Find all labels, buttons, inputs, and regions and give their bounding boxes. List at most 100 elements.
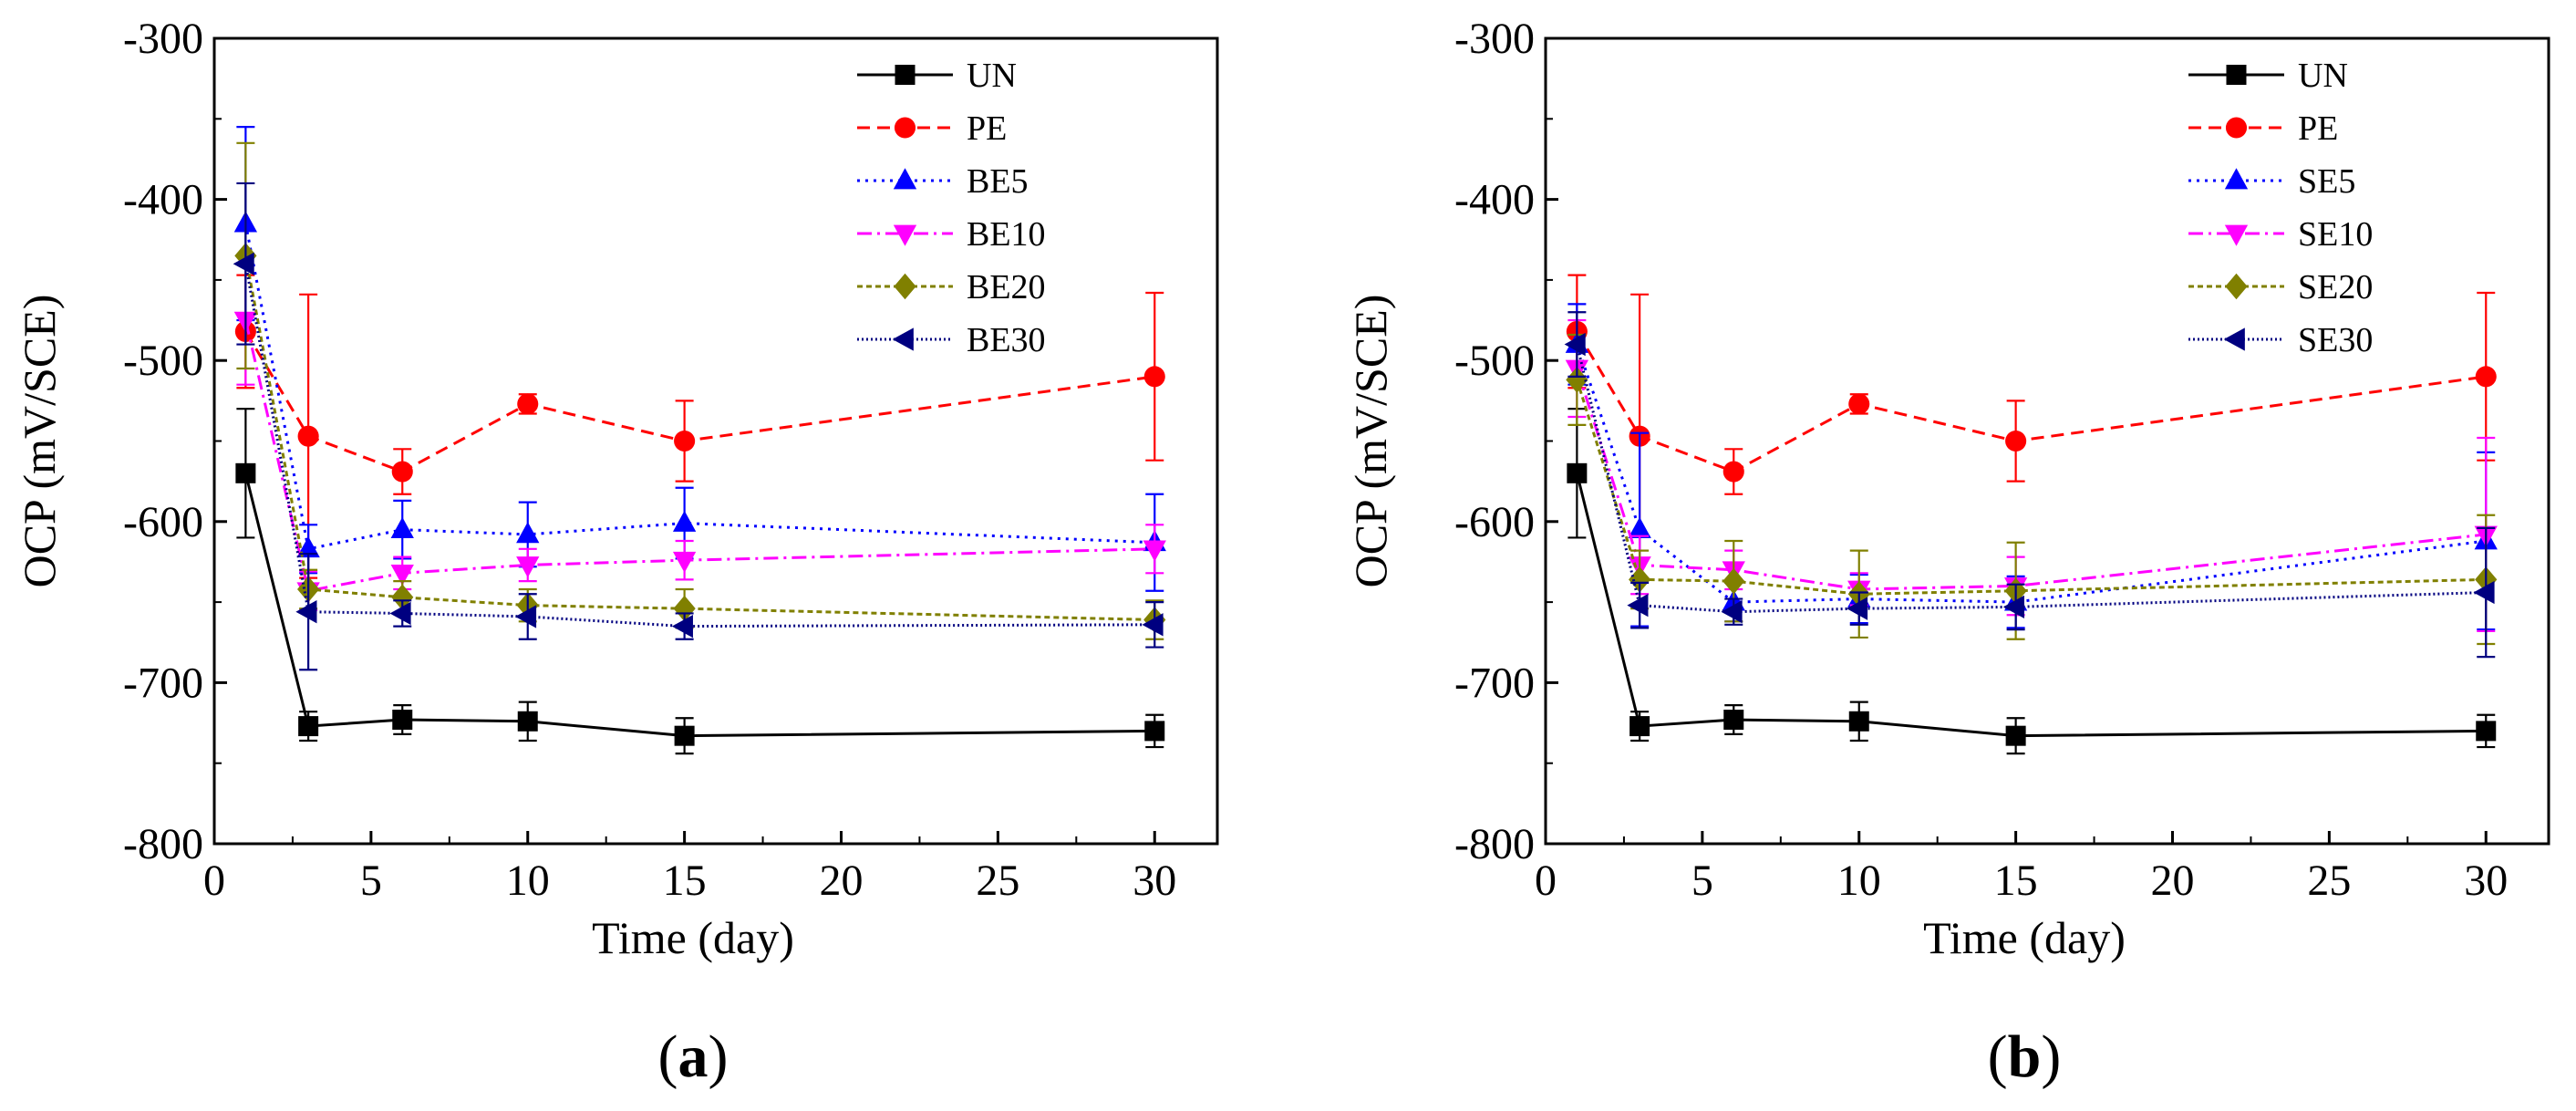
series-BE20 bbox=[234, 141, 1166, 640]
series-UN bbox=[235, 408, 1165, 755]
data-point bbox=[1629, 716, 1650, 737]
data-point bbox=[391, 461, 413, 483]
data-point bbox=[673, 595, 696, 622]
data-point bbox=[517, 393, 539, 415]
data-point bbox=[390, 516, 414, 538]
y-axis-label: OCP (mV/SCE) bbox=[1345, 295, 1396, 588]
data-point bbox=[515, 605, 537, 628]
y-tick-label: -600 bbox=[1454, 498, 1535, 546]
data-point bbox=[235, 462, 256, 483]
data-point bbox=[1629, 566, 1651, 593]
series-line bbox=[1575, 344, 2487, 614]
legend-marker-PE bbox=[894, 117, 916, 139]
data-point bbox=[297, 425, 319, 447]
data-point bbox=[233, 252, 254, 275]
legend-label-UN: UN bbox=[2298, 57, 2348, 95]
x-axis-label: Time (day) bbox=[1923, 912, 2126, 963]
legend-label-SE5: SE5 bbox=[2298, 162, 2355, 201]
data-point bbox=[389, 601, 411, 626]
legend-label-BE10: BE10 bbox=[967, 215, 1046, 254]
series-SE30 bbox=[1564, 311, 2496, 659]
legend: UN PE SE5 SE10 SE20 SE30 bbox=[2188, 57, 2373, 359]
x-tick-label: 30 bbox=[2464, 857, 2508, 905]
data-point bbox=[1723, 710, 1744, 731]
data-point bbox=[1627, 593, 1649, 618]
y-tick-label: -300 bbox=[1454, 15, 1535, 63]
panel-label-open-paren: ( bbox=[1988, 1023, 2008, 1090]
legend-marker-BE5 bbox=[893, 168, 917, 190]
legend-marker-SE30 bbox=[2223, 327, 2245, 351]
legend-marker-UN bbox=[2226, 65, 2247, 85]
x-tick-label: 5 bbox=[360, 857, 382, 905]
data-point bbox=[1721, 600, 1743, 624]
data-point bbox=[1144, 721, 1165, 742]
panel-label-letter: b bbox=[2008, 1023, 2042, 1090]
chart-panel-b: 0 5 10 15 20 25 30 -300 -400 -500 -600 -700 -800 Time… bbox=[1345, 15, 2550, 1090]
legend-label-SE10: SE10 bbox=[2298, 215, 2373, 254]
data-point bbox=[1564, 332, 1586, 357]
x-tick-label: 15 bbox=[663, 857, 707, 905]
panel-label-close-paren: ) bbox=[2041, 1023, 2061, 1090]
legend-label-BE20: BE20 bbox=[967, 268, 1046, 306]
legend-label-PE: PE bbox=[2298, 109, 2338, 148]
y-tick-label: -800 bbox=[123, 820, 203, 868]
data-point bbox=[517, 711, 538, 732]
series-line bbox=[1575, 368, 2487, 591]
data-point bbox=[674, 430, 696, 452]
series-line bbox=[1575, 344, 2487, 604]
data-point bbox=[1723, 567, 1745, 595]
panel-label-close-paren: ) bbox=[709, 1023, 729, 1090]
y-tick-label: -500 bbox=[123, 337, 203, 385]
panel-label: (a) bbox=[658, 1023, 729, 1090]
x-tick-label: 15 bbox=[1994, 857, 2038, 905]
legend-marker-BE20 bbox=[894, 273, 916, 300]
y-tick-label: -400 bbox=[1454, 176, 1535, 224]
x-tick-label: 5 bbox=[1691, 857, 1713, 905]
data-point bbox=[392, 710, 413, 731]
legend-label-BE5: BE5 bbox=[967, 162, 1029, 201]
y-tick-label: -500 bbox=[1454, 337, 1535, 385]
legend-marker-SE5 bbox=[2224, 168, 2249, 190]
legend-marker-PE bbox=[2225, 117, 2248, 139]
panel-label-open-paren: ( bbox=[658, 1023, 678, 1090]
series-SE10 bbox=[1565, 318, 2498, 632]
x-tick-label: 0 bbox=[203, 857, 225, 905]
legend-marker-BE30 bbox=[892, 327, 914, 351]
data-point bbox=[1142, 613, 1164, 637]
panel-label-letter: a bbox=[678, 1023, 709, 1090]
legend-marker-SE10 bbox=[2224, 224, 2249, 246]
x-tick-label: 30 bbox=[1133, 857, 1176, 905]
data-point bbox=[672, 510, 697, 532]
x-tick-label: 25 bbox=[976, 857, 1019, 905]
data-point bbox=[1628, 516, 1651, 538]
x-tick-label: 20 bbox=[820, 857, 864, 905]
data-point bbox=[672, 551, 697, 573]
data-point bbox=[1567, 462, 1588, 483]
data-point bbox=[2005, 430, 2027, 452]
series-line bbox=[1575, 472, 2487, 738]
series-line bbox=[244, 330, 1155, 473]
data-point bbox=[516, 522, 540, 544]
x-axis-label: Time (day) bbox=[592, 912, 794, 963]
x-tick-label: 10 bbox=[506, 857, 550, 905]
legend-label-SE20: SE20 bbox=[2298, 268, 2373, 306]
legend-marker-UN bbox=[895, 65, 916, 85]
series-line bbox=[243, 319, 1155, 593]
data-point bbox=[671, 614, 693, 639]
x-tick-label: 10 bbox=[1837, 857, 1881, 905]
data-point bbox=[1566, 367, 1588, 393]
data-point bbox=[2476, 721, 2497, 742]
data-point bbox=[1143, 366, 1165, 388]
legend-label-UN: UN bbox=[967, 57, 1017, 95]
series-line bbox=[1575, 379, 2487, 596]
series-BE30 bbox=[233, 182, 1164, 671]
y-axis-label: OCP (mV/SCE) bbox=[14, 295, 65, 588]
y-tick-label: -300 bbox=[123, 15, 203, 63]
legend-label-BE30: BE30 bbox=[967, 321, 1046, 359]
legend: UN PE BE5 BE10 BE20 BE30 bbox=[857, 57, 1046, 359]
data-point bbox=[2473, 580, 2495, 605]
series-line bbox=[243, 263, 1155, 628]
data-point bbox=[2475, 366, 2497, 388]
legend-marker-BE10 bbox=[893, 224, 917, 246]
data-point bbox=[391, 584, 414, 611]
